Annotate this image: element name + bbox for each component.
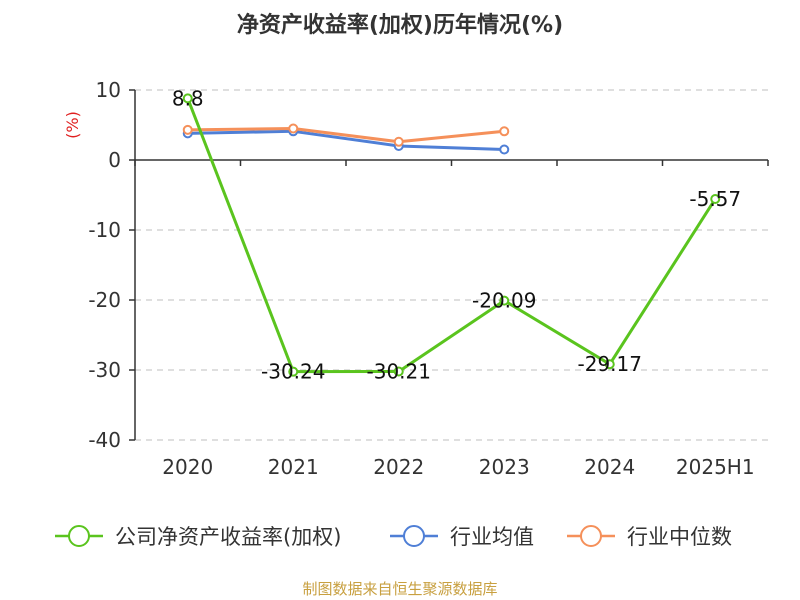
x-tick-label: 2023 (479, 455, 530, 479)
y-tick-label: -30 (88, 358, 121, 382)
y-tick-label: -20 (88, 288, 121, 312)
data-point (499, 144, 510, 155)
series-layer (182, 93, 721, 377)
data-labels: 8.8 -30.24 -30.21 -20.09 -29.17 -5.57 (172, 86, 741, 383)
data-point (393, 366, 404, 377)
data-label: -29.17 (578, 352, 642, 376)
data-point (393, 136, 404, 147)
x-tick-label: 2025H1 (676, 455, 755, 479)
legend-marker (68, 525, 90, 547)
data-point (499, 295, 510, 306)
legend-marker (580, 525, 602, 547)
y-tick-label: 0 (108, 148, 121, 172)
data-point (604, 359, 615, 370)
data-point (288, 366, 299, 377)
y-tick-label: 10 (96, 78, 121, 102)
legend: 公司净资产收益率(加权) 行业均值 行业中位数 (55, 525, 732, 549)
data-label: -30.24 (261, 360, 325, 384)
data-label: -20.09 (472, 289, 536, 313)
data-point (499, 126, 510, 137)
legend-marker (403, 525, 425, 547)
data-point (288, 123, 299, 134)
series-line (187, 129, 505, 151)
legend-label: 行业均值 (450, 525, 534, 549)
data-point (710, 193, 721, 204)
y-axis-unit: (%) (63, 111, 82, 139)
legend-label: 公司净资产收益率(加权) (115, 525, 341, 549)
data-label: -30.21 (367, 359, 431, 383)
y-tick-label: -10 (88, 218, 121, 242)
data-point (182, 124, 193, 135)
chart-title: 净资产收益率(加权)历年情况(%) (237, 12, 563, 38)
x-tick-label: 2024 (584, 455, 635, 479)
legend-label: 行业中位数 (627, 525, 732, 549)
data-point (182, 93, 193, 104)
data-label: -5.57 (689, 187, 741, 211)
x-tick-label: 2022 (373, 455, 424, 479)
x-tick-label: 2021 (268, 455, 319, 479)
axes: 10 0 -10 -20 -30 -40 2020 2021 2022 2023 2024 2025H… (88, 78, 769, 479)
data-label: 8.8 (172, 86, 204, 110)
series-line (187, 127, 505, 144)
y-tick-label: -40 (88, 428, 121, 452)
series-line (186, 97, 717, 374)
x-tick-label: 2020 (162, 455, 213, 479)
source-note: 制图数据来自恒生聚源数据库 (302, 580, 497, 598)
